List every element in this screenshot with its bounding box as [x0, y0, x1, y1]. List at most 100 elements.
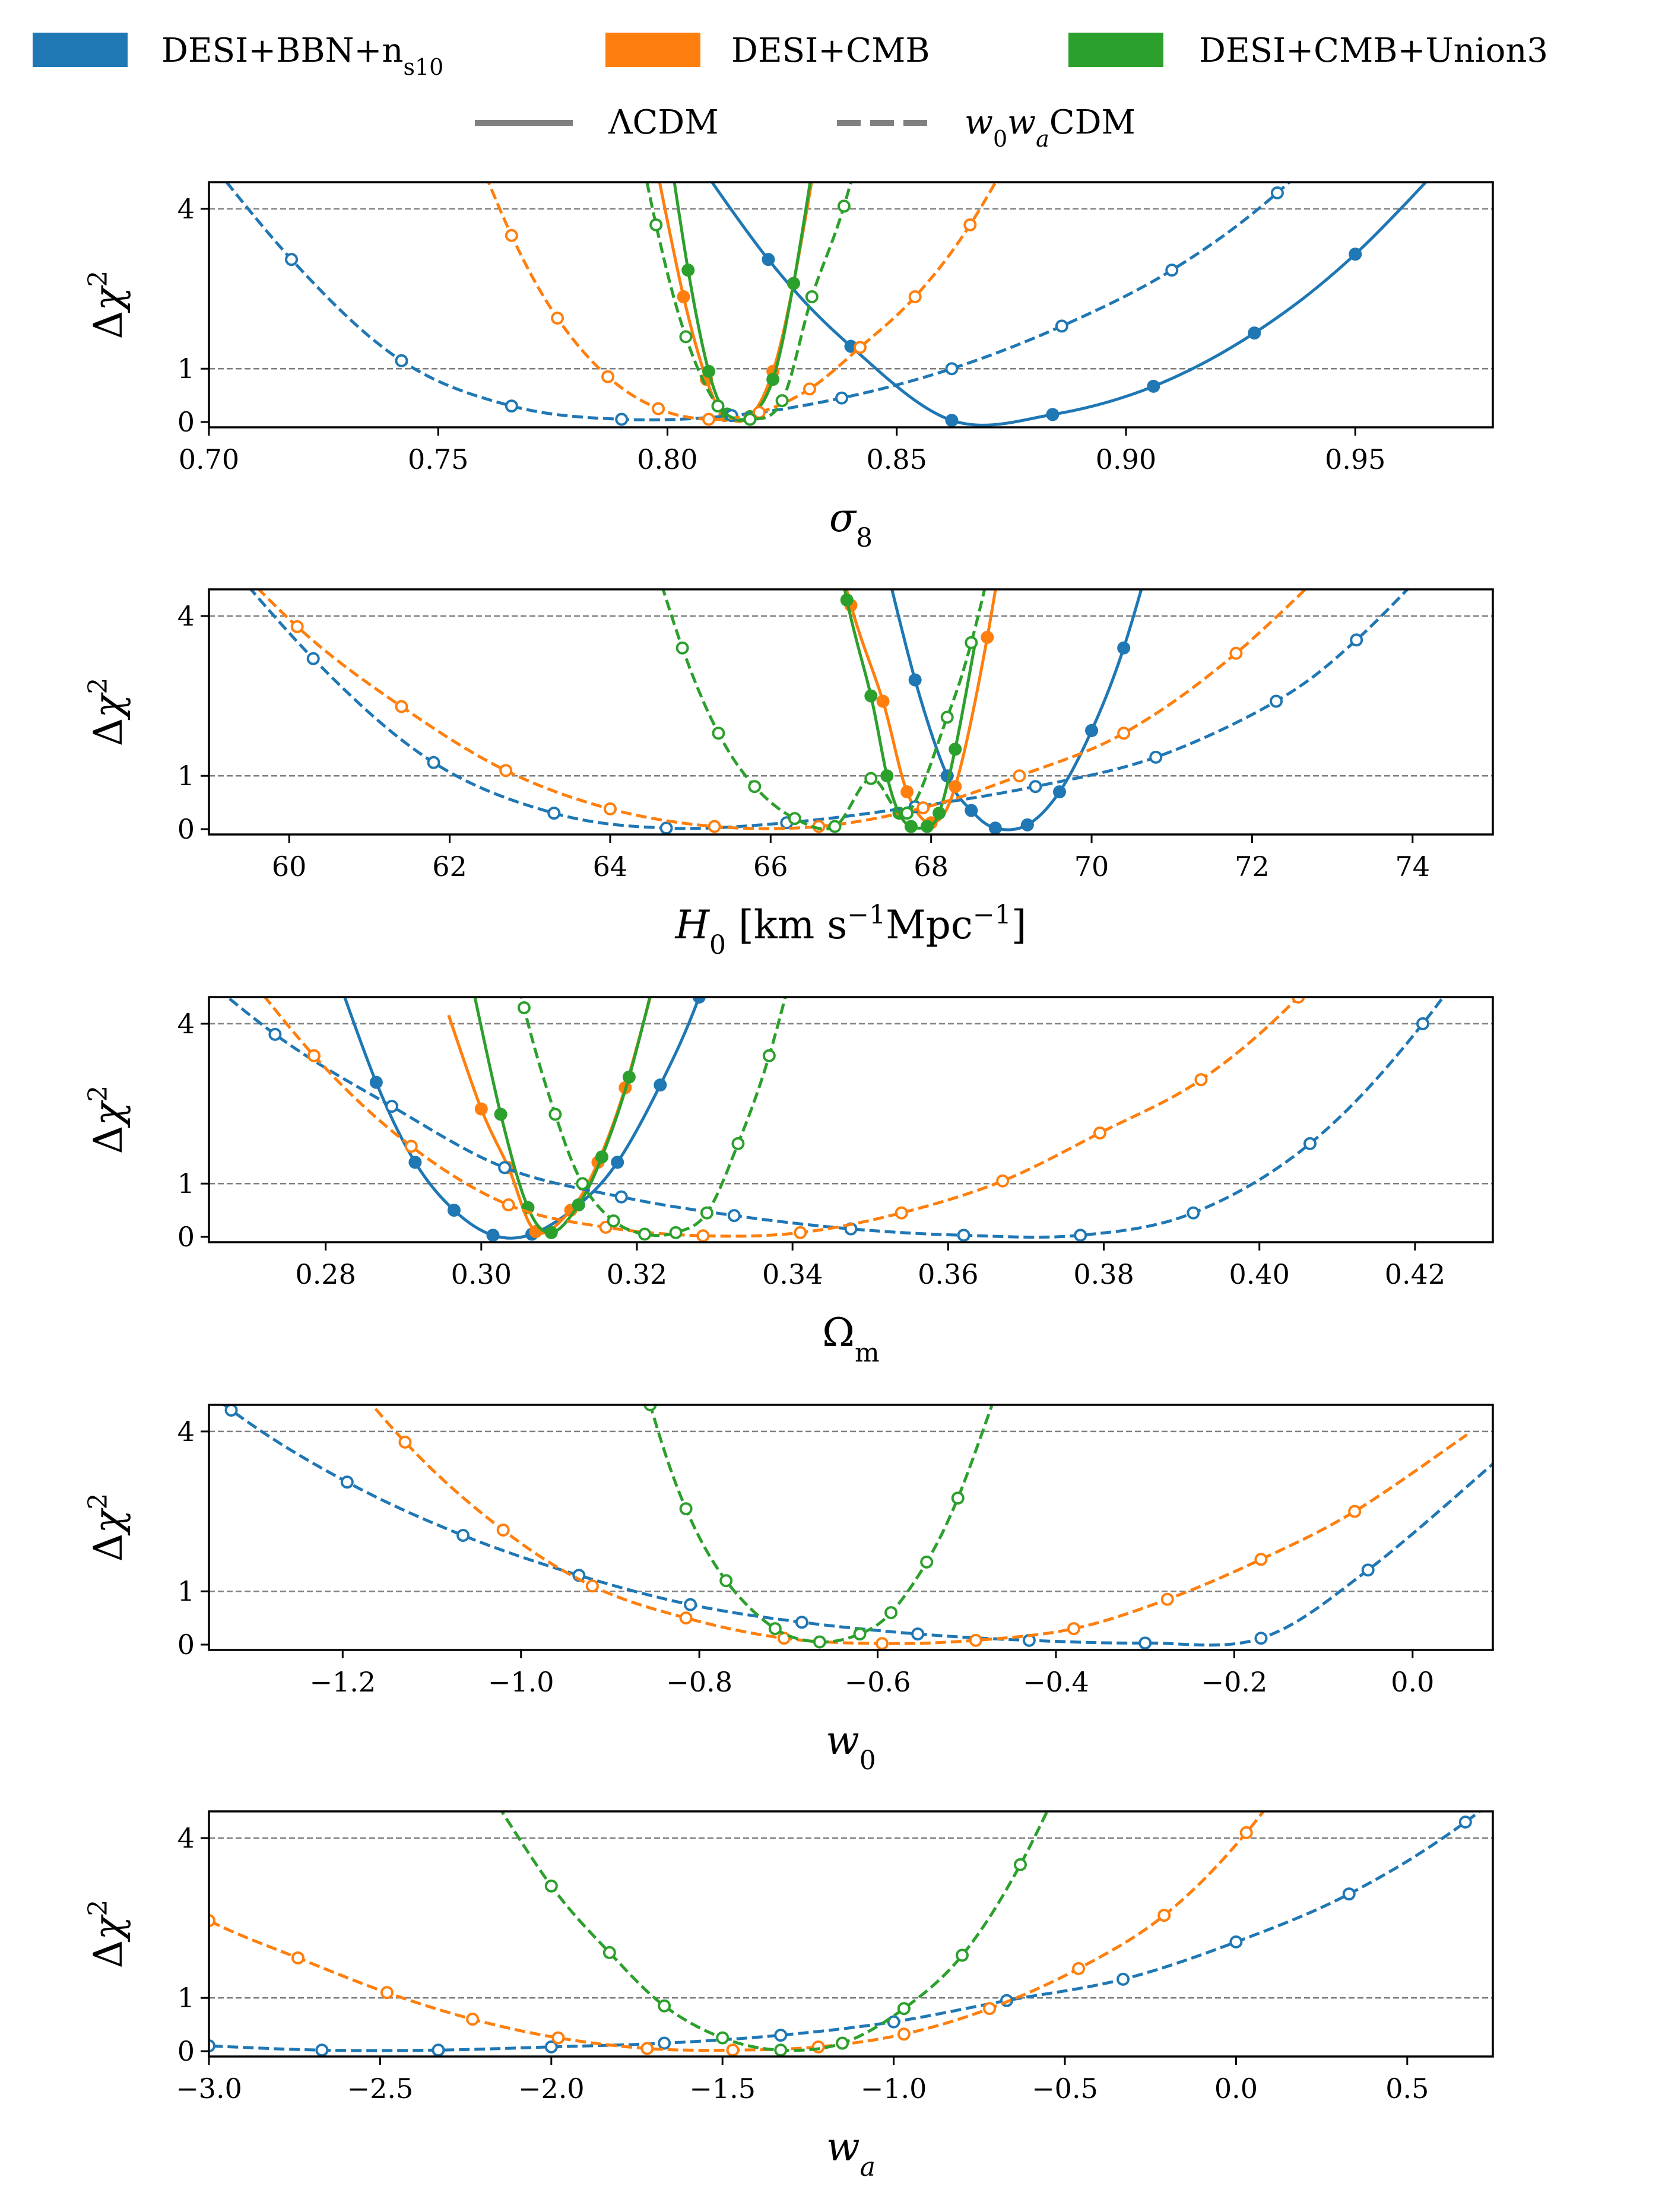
series-line-blue-dashed [249, 589, 1410, 830]
data-point-orange-open [1013, 769, 1026, 783]
x-tick-label: −0.2 [1201, 1666, 1268, 1698]
data-point-green-open [965, 636, 978, 649]
data-point-blue-open [547, 807, 561, 820]
data-point-orange-open [1229, 646, 1243, 660]
data-point-orange-filled [981, 630, 994, 644]
data-point-green-filled [494, 1107, 508, 1121]
series-line-green-solid [673, 182, 812, 422]
data-point-green-open [897, 2002, 911, 2016]
data-point-orange-open [895, 1206, 908, 1220]
data-point-blue-open [498, 1161, 512, 1175]
data-point-blue-filled [447, 1204, 461, 1217]
data-point-blue-open [727, 1209, 741, 1223]
series-line-blue-dashed [225, 997, 1445, 1239]
data-point-blue-filled [408, 1156, 422, 1169]
panel-5: −3.0 −2.5 −2.0 −1.5 −1.0 −0.5 0.0 0.5 0 1 4 Δχ2 wa [83, 1810, 1494, 2182]
legend-label-dashed: w0waCDM [965, 103, 1136, 152]
data-point-green-open [836, 2036, 849, 2050]
data-point-orange-open [897, 2027, 911, 2041]
y-tick-label: 0 [177, 1221, 195, 1253]
data-point-green-filled [920, 820, 934, 833]
y-tick-label: 0 [177, 813, 195, 845]
legend-label-3: DESI+CMB+Union3 [1199, 31, 1548, 70]
x-tick-label: 0.5 [1385, 2073, 1429, 2105]
data-point-green-open [864, 772, 878, 785]
data-point-blue-open [658, 2036, 671, 2050]
legend-label-1: DESI+BBN+ns10 [161, 31, 443, 80]
data-point-orange-open [853, 341, 867, 354]
x-axis-label: σ8 [829, 495, 873, 553]
y-tick-label: 4 [177, 1416, 195, 1448]
data-point-green-open [716, 2031, 729, 2045]
data-point-blue-open [268, 1027, 282, 1041]
data-point-green-open [576, 1177, 589, 1191]
y-axis-label: Δχ2 [83, 271, 132, 339]
data-point-green-open [743, 412, 757, 426]
data-point-green-open [955, 1948, 969, 1962]
axes-frame [208, 1810, 1494, 2058]
data-point-blue-filled [654, 1078, 667, 1092]
data-point-blue-open [911, 1627, 925, 1641]
data-point-blue-filled [486, 1229, 500, 1242]
data-point-orange-filled [876, 694, 890, 708]
data-point-blue-open [957, 1229, 970, 1242]
x-tick-label: 0.85 [867, 443, 927, 475]
data-point-blue-open [1029, 780, 1042, 794]
x-tick-label: 0.34 [762, 1258, 823, 1290]
data-point-green-filled [702, 364, 716, 378]
x-tick-label: −0.8 [666, 1666, 732, 1698]
data-point-orange-open [1157, 1909, 1171, 1922]
data-point-orange-filled [949, 780, 962, 794]
y-tick-label: 1 [177, 1167, 195, 1199]
data-point-blue-filled [908, 673, 922, 687]
legend-swatch-3 [1068, 33, 1163, 67]
axes-frame [208, 588, 1494, 836]
series-line-blue-dashed [221, 1405, 1493, 1647]
data-point-green-open [1014, 1858, 1027, 1871]
data-point-blue-open [456, 1528, 470, 1542]
data-point-orange-filled [474, 1102, 488, 1116]
data-point-orange-open [398, 1435, 412, 1449]
x-tick-label: 64 [593, 850, 628, 883]
legend-label-solid: ΛCDM [608, 103, 719, 142]
data-point-blue-filled [988, 821, 1002, 834]
data-point-green-open [813, 1635, 826, 1649]
data-point-blue-open [285, 253, 299, 266]
axes-frame [208, 996, 1494, 1243]
data-point-orange-open [585, 1579, 599, 1593]
data-point-orange-open [640, 2042, 654, 2055]
data-point-orange-open [380, 1986, 394, 2000]
data-point-orange-open [876, 1637, 889, 1650]
data-point-green-open [837, 199, 851, 213]
y-tick-label: 1 [177, 1982, 195, 2014]
data-point-green-open [602, 1946, 616, 1959]
data-point-orange-open [499, 764, 513, 777]
data-point-orange-open [1067, 1622, 1081, 1636]
data-point-green-filled [949, 742, 962, 756]
x-axis-label: wa [826, 2124, 876, 2182]
data-point-blue-open [385, 1100, 399, 1113]
x-tick-label: 60 [272, 850, 307, 883]
data-point-blue-open [1270, 186, 1284, 199]
plot-area [221, 1405, 1493, 1650]
data-point-blue-filled [1147, 379, 1160, 393]
data-point-blue-open [1342, 1887, 1356, 1901]
data-point-green-open [731, 1137, 745, 1150]
legend-swatch-2 [605, 33, 700, 67]
x-tick-label: −2.5 [347, 2073, 414, 2105]
data-point-blue-filled [1349, 247, 1362, 261]
y-tick-label: 0 [177, 1629, 195, 1661]
data-point-orange-open [505, 229, 518, 242]
data-point-orange-open [502, 1198, 515, 1212]
x-tick-label: −1.0 [861, 2073, 927, 2105]
data-point-orange-open [708, 820, 721, 833]
data-point-blue-open [340, 1475, 354, 1489]
x-axis-label: H0 [km s−1Mpc−1] [674, 900, 1026, 960]
data-point-orange-open [908, 290, 922, 304]
data-point-orange-open [803, 382, 816, 396]
x-tick-label: 0.75 [408, 443, 468, 475]
data-point-green-open [679, 330, 693, 344]
data-point-orange-open [726, 2043, 740, 2057]
data-point-green-open [951, 1491, 965, 1505]
data-point-blue-filled [611, 1156, 624, 1169]
